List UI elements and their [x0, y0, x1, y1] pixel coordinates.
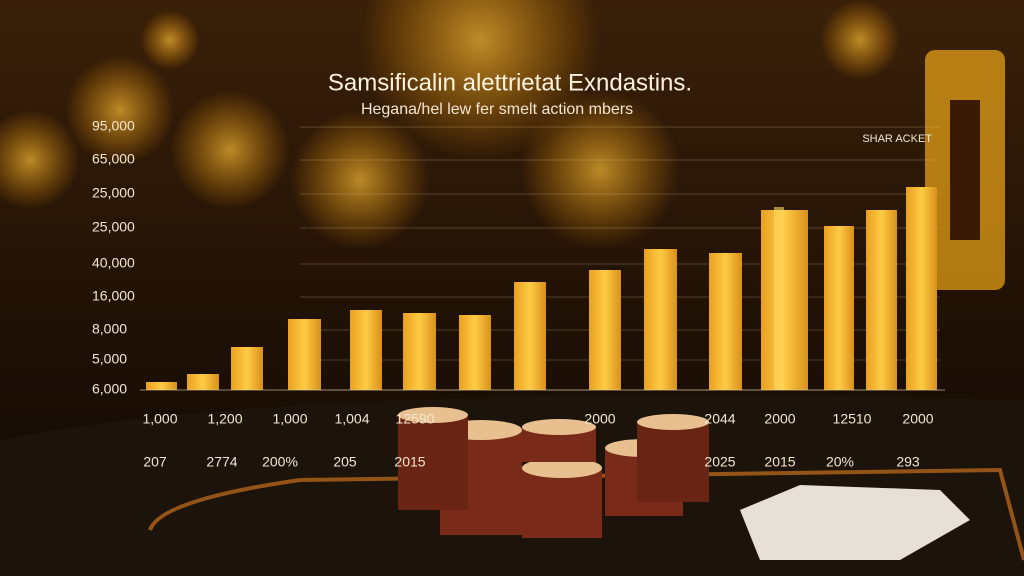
bar — [187, 374, 219, 390]
x-label: 12590 — [396, 411, 435, 427]
y-label: 25,000 — [92, 185, 135, 201]
x-label: 12510 — [833, 411, 872, 427]
x-label: 293 — [896, 454, 920, 470]
y-label: 25,000 — [92, 219, 135, 235]
x-label: 1,004 — [334, 411, 369, 427]
bar — [459, 315, 491, 390]
labels: 95,000 65,000 25,000 25,000 40,000 16,000 8,00… — [92, 118, 934, 470]
y-label: 65,000 — [92, 151, 135, 167]
bar — [709, 253, 742, 390]
bar — [866, 210, 897, 390]
table-line — [148, 467, 1024, 561]
x-label: 2774 — [206, 454, 237, 470]
bar — [514, 282, 546, 390]
bar — [288, 319, 321, 390]
y-label: 6,000 — [92, 381, 127, 397]
bar — [761, 210, 808, 390]
x-label: 200% — [262, 454, 298, 470]
cards — [740, 485, 970, 560]
y-label: 8,000 — [92, 321, 127, 337]
x-label: 20% — [826, 454, 854, 470]
bar — [644, 249, 677, 390]
x-label: 207 — [143, 454, 167, 470]
bars — [146, 187, 937, 390]
bar — [589, 270, 621, 390]
x-label: 2000 — [584, 411, 615, 427]
y-label: 40,000 — [92, 255, 135, 271]
bar — [906, 187, 937, 390]
chips — [398, 407, 709, 538]
bar — [231, 347, 263, 390]
x-label: 2025 — [704, 454, 735, 470]
bar-highlight — [774, 207, 784, 390]
x-label: 1,000 — [272, 411, 307, 427]
legend-label: SHAR ACKET — [862, 133, 932, 145]
x-label: 1,200 — [207, 411, 242, 427]
bar — [146, 382, 177, 390]
x-label: 205 — [333, 454, 357, 470]
chart-title: Samsificalin alettrietat Exndastins. — [328, 69, 692, 96]
bar — [403, 313, 436, 390]
y-label: 16,000 — [92, 288, 135, 304]
x-label: 2000 — [902, 411, 933, 427]
bar — [824, 226, 854, 390]
neon-sign-inner — [950, 100, 980, 240]
bar — [350, 310, 382, 390]
bokeh-lights — [0, 0, 900, 250]
x-label: 2044 — [704, 411, 735, 427]
y-label: 5,000 — [92, 351, 127, 367]
x-label: 2015 — [764, 454, 795, 470]
chart-subtitle: Hegana/hel lew fer smelt action mbers — [361, 101, 633, 118]
y-label: 95,000 — [92, 118, 135, 134]
x-label: 2015 — [394, 454, 425, 470]
x-label: 2000 — [764, 411, 795, 427]
x-label: 1,000 — [142, 411, 177, 427]
